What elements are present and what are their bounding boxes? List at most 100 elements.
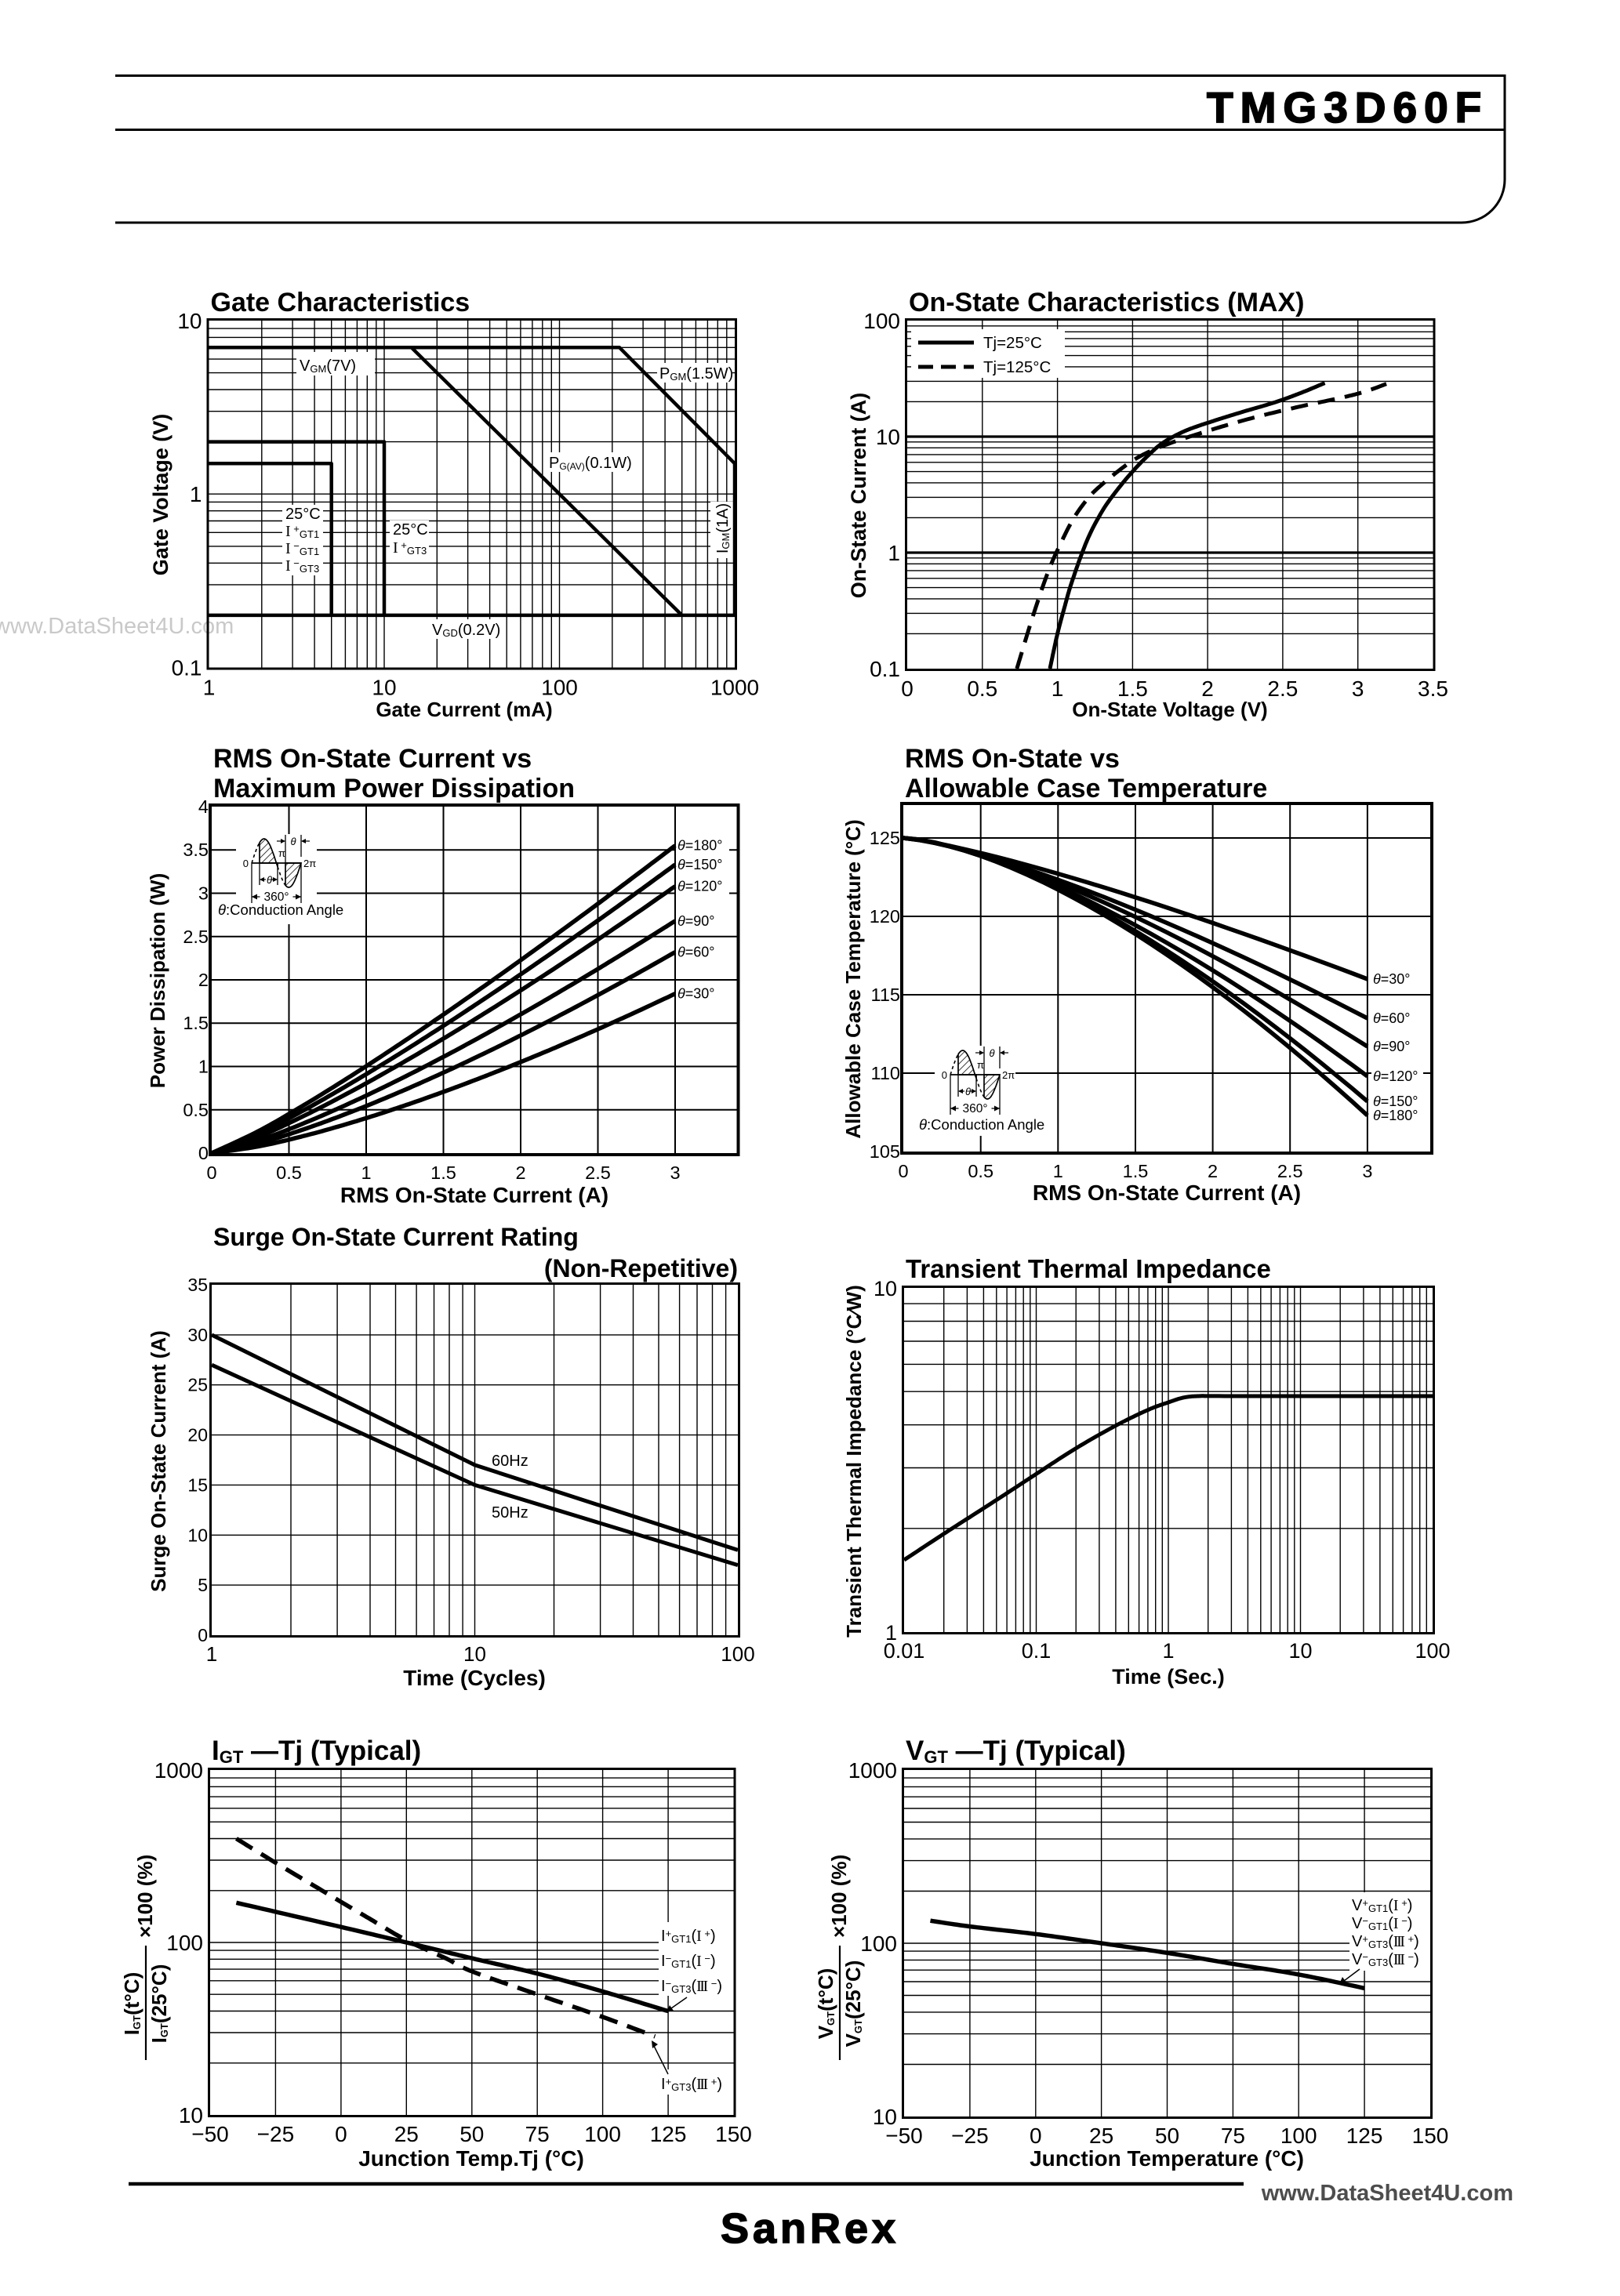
svg-text:50: 50 bbox=[459, 2122, 484, 2146]
svg-text:50: 50 bbox=[1155, 2124, 1179, 2148]
svg-text:100: 100 bbox=[584, 2122, 621, 2146]
svg-text:10: 10 bbox=[179, 2103, 203, 2127]
svg-text:θ=120°: θ=120° bbox=[677, 879, 723, 894]
svg-text:10: 10 bbox=[874, 1277, 897, 1300]
svg-text:×100 (%): ×100 (%) bbox=[827, 1855, 851, 1938]
svg-text:Transient Thermal Impedance (°: Transient Thermal Impedance (°C∕W) bbox=[842, 1285, 866, 1638]
svg-text:0: 0 bbox=[901, 676, 914, 701]
svg-text:I +GT3: I +GT3 bbox=[393, 539, 427, 557]
svg-text:RMS On-State Current (A): RMS On-State Current (A) bbox=[1033, 1181, 1301, 1205]
svg-text:3: 3 bbox=[1352, 676, 1364, 701]
svg-text:1: 1 bbox=[198, 1057, 209, 1077]
svg-text:θ=180°: θ=180° bbox=[677, 838, 723, 854]
svg-text:25°C: 25°C bbox=[285, 506, 321, 523]
svg-text:−50: −50 bbox=[191, 2122, 229, 2146]
svg-text:120: 120 bbox=[870, 906, 900, 927]
svg-text:Junction Temp.Tj (°C): Junction Temp.Tj (°C) bbox=[358, 2146, 584, 2171]
svg-text:SanRex: SanRex bbox=[721, 2205, 899, 2252]
svg-text:60Hz: 60Hz bbox=[492, 1453, 528, 1470]
svg-text:0: 0 bbox=[206, 1163, 216, 1183]
svg-text:2: 2 bbox=[1201, 676, 1214, 701]
svg-text:Transient Thermal Impedance: Transient Thermal Impedance bbox=[906, 1254, 1271, 1283]
svg-text:θ=90°: θ=90° bbox=[1373, 1039, 1411, 1054]
svg-text:1.5: 1.5 bbox=[1117, 676, 1148, 701]
svg-text:2: 2 bbox=[1208, 1161, 1218, 1181]
svg-text:1: 1 bbox=[888, 541, 900, 565]
svg-text:2.5: 2.5 bbox=[1267, 676, 1298, 701]
svg-text:100: 100 bbox=[166, 1931, 203, 1955]
svg-text:V−GT3(III −): V−GT3(III −) bbox=[1352, 1951, 1419, 1968]
svg-text:3: 3 bbox=[198, 883, 209, 904]
svg-text:0.5: 0.5 bbox=[968, 1161, 993, 1181]
svg-text:2.5: 2.5 bbox=[1277, 1161, 1303, 1181]
svg-text:I +GT1: I +GT1 bbox=[285, 523, 319, 540]
svg-text:θ:Conduction Angle: θ:Conduction Angle bbox=[919, 1116, 1044, 1133]
svg-text:3: 3 bbox=[1362, 1161, 1372, 1181]
svg-text:Surge On-State Current (A): Surge On-State Current (A) bbox=[147, 1330, 170, 1592]
svg-text:0.5: 0.5 bbox=[276, 1163, 302, 1183]
svg-text:10: 10 bbox=[177, 309, 202, 333]
svg-text:360°: 360° bbox=[263, 890, 289, 904]
svg-text:2: 2 bbox=[198, 970, 209, 990]
svg-text:IGT(t°C): IGT(t°C) bbox=[120, 1972, 143, 2035]
svg-text:RMS On-State Current vs: RMS On-State Current vs bbox=[213, 744, 532, 774]
svg-text:Junction Temperature (°C): Junction Temperature (°C) bbox=[1030, 2146, 1304, 2171]
svg-text:Power Dissipation (W): Power Dissipation (W) bbox=[146, 873, 169, 1088]
svg-text:2.5: 2.5 bbox=[585, 1163, 611, 1183]
svg-text:Tj=25°C: Tj=25°C bbox=[983, 334, 1042, 352]
svg-text:10: 10 bbox=[876, 425, 900, 449]
svg-text:100: 100 bbox=[1415, 1639, 1450, 1663]
svg-text:θ=90°: θ=90° bbox=[677, 913, 715, 929]
svg-text:1000: 1000 bbox=[848, 1758, 897, 1783]
svg-text:1: 1 bbox=[1052, 676, 1064, 701]
svg-text:TMG3D60F: TMG3D60F bbox=[1207, 83, 1488, 132]
svg-text:Tj=125°C: Tj=125°C bbox=[983, 358, 1051, 376]
svg-text:20: 20 bbox=[187, 1425, 208, 1445]
svg-text:−25: −25 bbox=[951, 2124, 989, 2148]
svg-text:30: 30 bbox=[187, 1325, 208, 1345]
svg-text:110: 110 bbox=[871, 1063, 900, 1083]
svg-text:RMS On-State Current (A): RMS On-State Current (A) bbox=[340, 1183, 608, 1207]
svg-text:1.5: 1.5 bbox=[430, 1163, 456, 1183]
svg-text:1: 1 bbox=[885, 1621, 897, 1645]
svg-text:4: 4 bbox=[198, 796, 209, 817]
svg-text:1: 1 bbox=[203, 676, 216, 700]
svg-text:θ: θ bbox=[965, 1086, 971, 1097]
svg-text:15: 15 bbox=[187, 1474, 208, 1495]
svg-text:50Hz: 50Hz bbox=[492, 1504, 528, 1522]
svg-text:125: 125 bbox=[1346, 2124, 1383, 2148]
svg-text:www.DataSheet4U.com: www.DataSheet4U.com bbox=[1261, 2181, 1513, 2206]
svg-text:π: π bbox=[278, 847, 285, 859]
svg-text:25: 25 bbox=[187, 1375, 208, 1395]
svg-text:0: 0 bbox=[942, 1069, 947, 1081]
svg-text:I −GT3: I −GT3 bbox=[285, 557, 319, 575]
svg-text:75: 75 bbox=[525, 2122, 550, 2146]
svg-text:35: 35 bbox=[187, 1275, 208, 1295]
svg-text:θ=150°: θ=150° bbox=[677, 857, 723, 872]
svg-text:2.5: 2.5 bbox=[183, 927, 209, 947]
svg-text:75: 75 bbox=[1221, 2124, 1245, 2148]
svg-text:Time (Sec.): Time (Sec.) bbox=[1112, 1665, 1225, 1688]
svg-text:θ:Conduction Angle: θ:Conduction Angle bbox=[218, 901, 343, 918]
svg-text:0: 0 bbox=[198, 1625, 208, 1645]
svg-text:2π: 2π bbox=[303, 858, 316, 869]
svg-text:VGT(t°C): VGT(t°C) bbox=[814, 1968, 837, 2040]
svg-text:10: 10 bbox=[463, 1642, 486, 1666]
svg-text:On-State Voltage (V): On-State Voltage (V) bbox=[1072, 698, 1267, 721]
svg-text:360°: 360° bbox=[962, 1102, 987, 1115]
svg-text:1000: 1000 bbox=[710, 676, 759, 700]
svg-text:IGT —Tj (Typical): IGT —Tj (Typical) bbox=[212, 1736, 421, 1767]
svg-text:1: 1 bbox=[206, 1642, 217, 1666]
svg-text:0.1: 0.1 bbox=[1022, 1639, 1052, 1663]
svg-text:100: 100 bbox=[863, 309, 900, 333]
svg-text:10: 10 bbox=[1288, 1639, 1312, 1663]
svg-text:150: 150 bbox=[1412, 2124, 1449, 2148]
svg-text:100: 100 bbox=[860, 1931, 897, 1956]
svg-text:1: 1 bbox=[190, 482, 202, 506]
svg-text:2: 2 bbox=[515, 1163, 525, 1183]
svg-text:25: 25 bbox=[1089, 2124, 1113, 2148]
svg-text:Allowable Case Temperature: Allowable Case Temperature bbox=[905, 774, 1267, 803]
svg-text:0: 0 bbox=[1030, 2124, 1042, 2148]
svg-text:0: 0 bbox=[335, 2122, 347, 2146]
svg-text:10: 10 bbox=[372, 676, 396, 700]
